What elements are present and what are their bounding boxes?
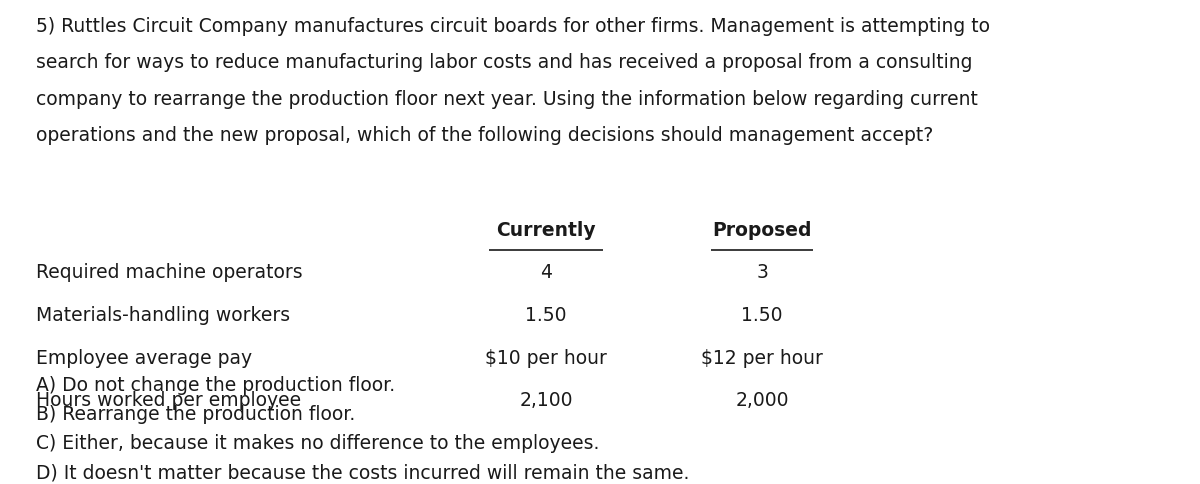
Text: 4: 4 xyxy=(540,263,552,282)
Text: C) Either, because it makes no difference to the employees.: C) Either, because it makes no differenc… xyxy=(36,433,599,452)
Text: $10 per hour: $10 per hour xyxy=(485,348,607,367)
Text: B) Rearrange the production floor.: B) Rearrange the production floor. xyxy=(36,404,355,423)
Text: A) Do not change the production floor.: A) Do not change the production floor. xyxy=(36,375,395,394)
Text: 1.50: 1.50 xyxy=(526,305,566,324)
Text: $12 per hour: $12 per hour xyxy=(701,348,823,367)
Text: Required machine operators: Required machine operators xyxy=(36,263,302,282)
Text: Employee average pay: Employee average pay xyxy=(36,348,252,367)
Text: 3: 3 xyxy=(756,263,768,282)
Text: 1.50: 1.50 xyxy=(742,305,782,324)
Text: Hours worked per employee: Hours worked per employee xyxy=(36,391,301,409)
Text: operations and the new proposal, which of the following decisions should managem: operations and the new proposal, which o… xyxy=(36,126,934,145)
Text: company to rearrange the production floor next year. Using the information below: company to rearrange the production floo… xyxy=(36,90,978,108)
Text: 2,000: 2,000 xyxy=(736,391,788,409)
Text: search for ways to reduce manufacturing labor costs and has received a proposal : search for ways to reduce manufacturing … xyxy=(36,53,972,72)
Text: 5) Ruttles Circuit Company manufactures circuit boards for other firms. Manageme: 5) Ruttles Circuit Company manufactures … xyxy=(36,17,990,36)
Text: 2,100: 2,100 xyxy=(520,391,572,409)
Text: Proposed: Proposed xyxy=(713,220,811,239)
Text: Currently: Currently xyxy=(496,220,596,239)
Text: Materials-handling workers: Materials-handling workers xyxy=(36,305,290,324)
Text: D) It doesn't matter because the costs incurred will remain the same.: D) It doesn't matter because the costs i… xyxy=(36,462,689,481)
